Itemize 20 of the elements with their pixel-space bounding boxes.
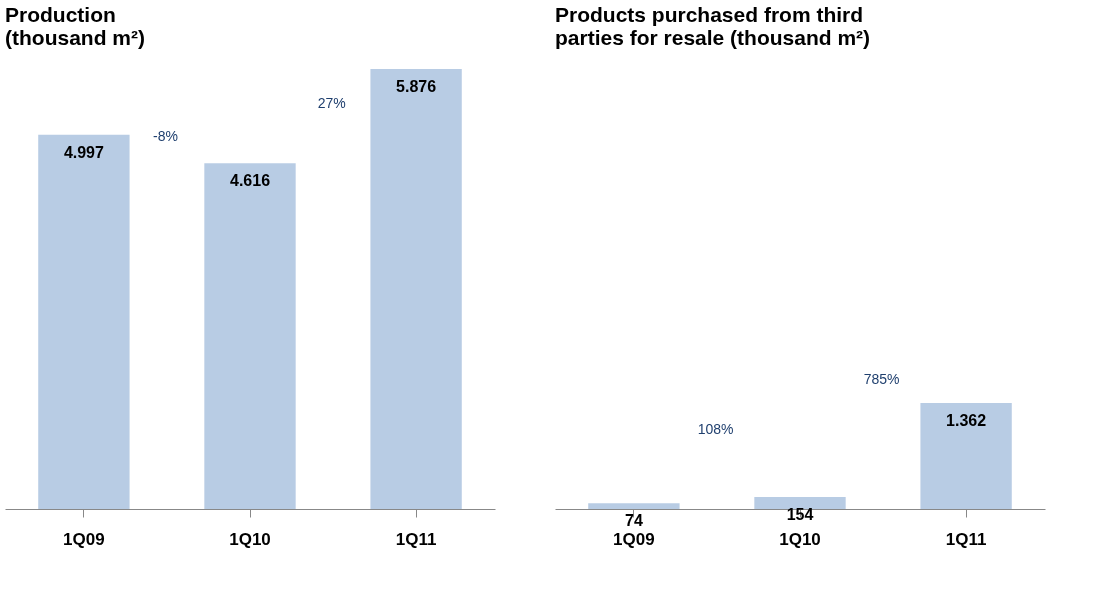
text: Products purchased from third: [555, 3, 864, 26]
x-tick-label: 1Q10: [229, 529, 271, 549]
text: (thousand m²): [5, 26, 145, 49]
x-tick-label: 1Q11: [395, 529, 437, 549]
data-label: 4.616: [229, 172, 271, 190]
text: parties for resale (thousand m²): [555, 26, 871, 49]
data-label: 74: [625, 512, 643, 530]
annotation: -8%: [153, 128, 179, 145]
data-label: 5.876: [396, 78, 437, 95]
annotation: 27%: [317, 95, 346, 112]
x-tick-label: 1Q09: [613, 529, 655, 549]
x-tick-label: 1Q11: [945, 529, 987, 549]
x-tick-label: 1Q09: [63, 529, 105, 549]
text: Production: [5, 3, 116, 26]
data-label: 4.997: [63, 143, 105, 161]
data-label: 154: [786, 506, 814, 524]
annotation: 108%: [697, 421, 734, 438]
data-label: 1.362: [946, 411, 987, 429]
text: 785%: [863, 370, 900, 387]
x-tick-label: 1Q10: [779, 529, 821, 549]
